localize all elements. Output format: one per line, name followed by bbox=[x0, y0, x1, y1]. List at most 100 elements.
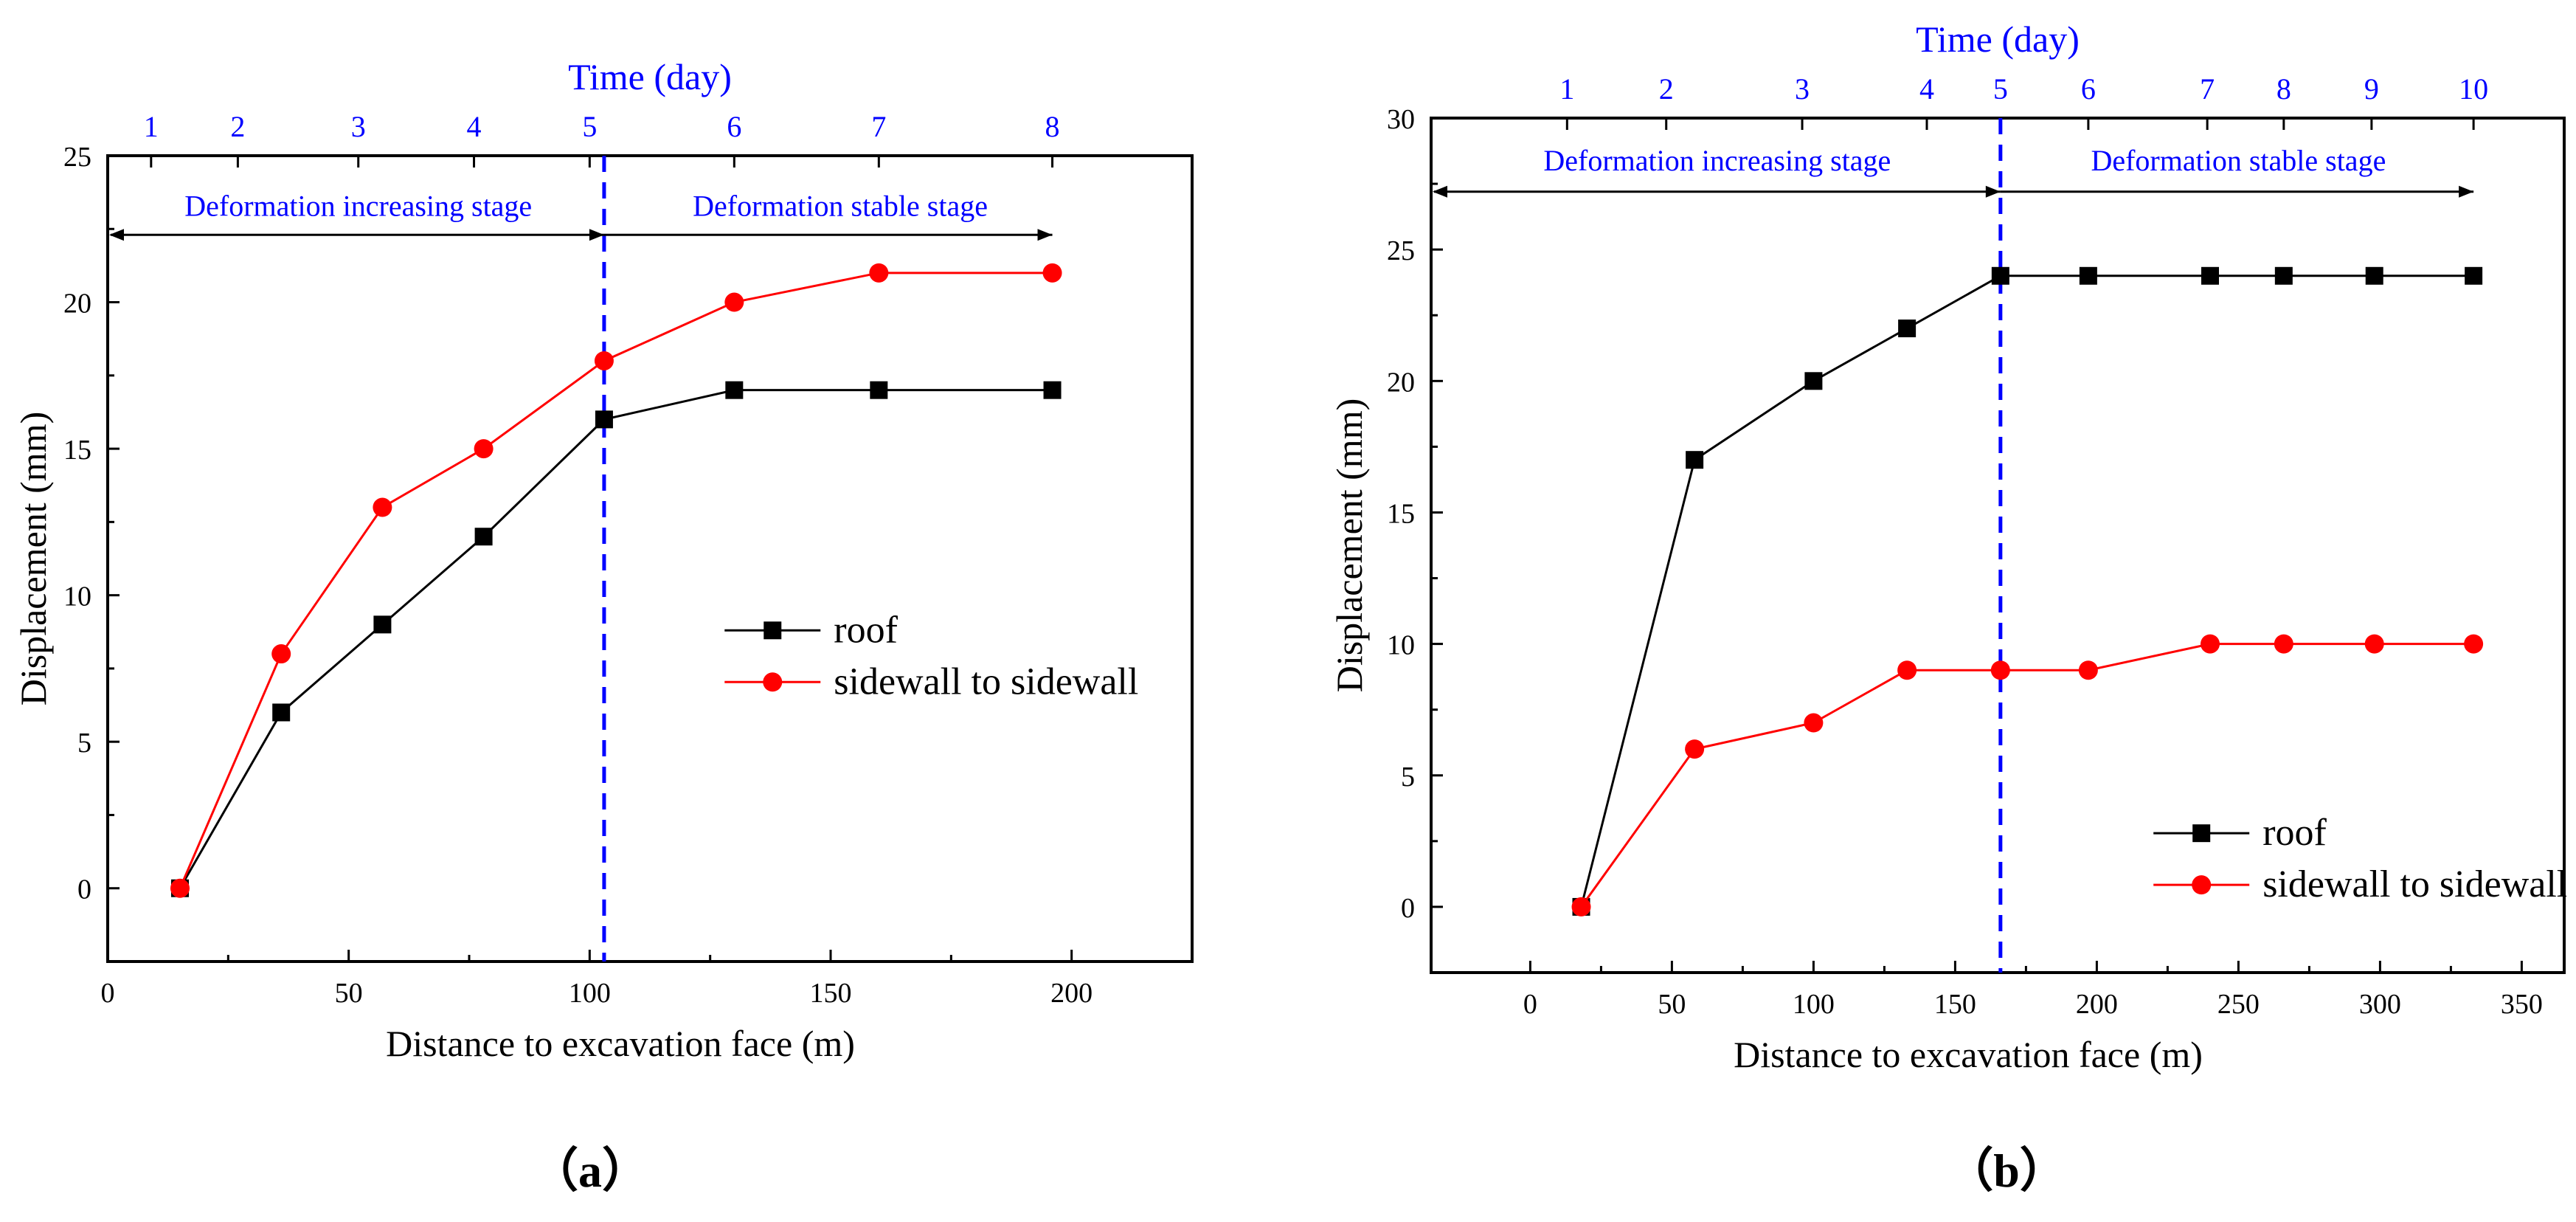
y-tick-label: 0 bbox=[77, 874, 91, 905]
stage-label: Deformation stable stage bbox=[693, 190, 988, 223]
series-line-0 bbox=[1580, 275, 2474, 908]
plot-frame bbox=[1430, 117, 2566, 974]
series-line-1 bbox=[1580, 643, 2474, 908]
top-tick-label: 8 bbox=[1045, 110, 1060, 143]
x-tick-label: 50 bbox=[1658, 989, 1686, 1020]
x-tick-label: 0 bbox=[1523, 989, 1537, 1020]
y-tick-label: 20 bbox=[63, 289, 91, 320]
data-point-roof bbox=[1804, 372, 1823, 390]
stage-arrow-head-right bbox=[2459, 185, 2474, 198]
top-tick-label: 3 bbox=[1795, 72, 1810, 106]
y-axis-title: Displacement (mm) bbox=[1329, 398, 1370, 693]
y-tick-label: 20 bbox=[1387, 367, 1415, 398]
top-tick-label: 4 bbox=[467, 110, 482, 143]
y-tick-label: 5 bbox=[77, 728, 91, 759]
legend-label: sidewall to sidewall bbox=[834, 660, 1138, 703]
x-tick-label: 150 bbox=[1934, 989, 1976, 1020]
stage-arrow-head-mid bbox=[1985, 185, 2001, 198]
data-point-sidewall bbox=[474, 439, 494, 459]
top-tick-label: 2 bbox=[230, 110, 245, 143]
stage-label: Deformation stable stage bbox=[2091, 144, 2386, 177]
x-tick-label: 150 bbox=[810, 978, 852, 1009]
data-point-sidewall bbox=[2078, 660, 2098, 680]
data-point-sidewall bbox=[1571, 897, 1591, 916]
data-point-roof bbox=[2365, 266, 2383, 285]
data-point-sidewall bbox=[869, 263, 889, 283]
chart-panel-b: 0 50 100 150 200 250 300 350 0 5 10 15 20 25 30 1 2 3 4 5 6 7… bbox=[1329, 18, 2567, 1197]
data-point-sidewall bbox=[724, 292, 744, 312]
x-axis-title: Distance to excavation face (m) bbox=[386, 1023, 855, 1064]
data-point-roof bbox=[2465, 266, 2483, 285]
series-line-1 bbox=[179, 272, 1053, 889]
legend-marker-roof bbox=[2192, 824, 2211, 843]
data-point-sidewall bbox=[1685, 739, 1705, 759]
top-tick-label: 1 bbox=[144, 110, 159, 143]
top-tick-label: 5 bbox=[1993, 72, 2008, 106]
data-point-sidewall bbox=[1897, 660, 1917, 680]
data-point-roof bbox=[1991, 266, 2009, 285]
top-tick-label: 9 bbox=[2364, 72, 2379, 106]
x-tick-label: 0 bbox=[101, 978, 115, 1009]
stage-label: Deformation increasing stage bbox=[184, 190, 532, 223]
data-point-roof bbox=[595, 410, 613, 429]
x-tick-label: 250 bbox=[2217, 989, 2260, 1020]
data-point-roof bbox=[1686, 451, 1704, 469]
data-point-roof bbox=[272, 703, 291, 722]
stage-arrow-head-right bbox=[1037, 229, 1053, 241]
data-point-sidewall bbox=[594, 351, 614, 370]
y-tick-label: 15 bbox=[1387, 498, 1415, 529]
data-point-roof bbox=[725, 381, 744, 399]
y-tick-label: 0 bbox=[1401, 893, 1415, 924]
panel-caption: （a） bbox=[531, 1145, 649, 1197]
data-point-sidewall bbox=[271, 644, 291, 664]
top-axis-title: Time (day) bbox=[1916, 18, 2080, 60]
x-tick-label: 300 bbox=[2359, 989, 2401, 1020]
data-point-sidewall bbox=[1042, 263, 1062, 283]
data-point-sidewall bbox=[2201, 634, 2220, 654]
x-tick-label: 200 bbox=[2076, 989, 2118, 1020]
top-tick-label: 8 bbox=[2276, 72, 2291, 106]
x-tick-label: 50 bbox=[335, 978, 363, 1009]
top-tick-label: 5 bbox=[582, 110, 597, 143]
chart-panel-a: 0 50 100 150 200 0 5 10 15 20 25 1 2 3 4 5 6 7 8 Time (day)… bbox=[13, 56, 1194, 1197]
x-tick-label: 100 bbox=[569, 978, 611, 1009]
legend-label: roof bbox=[2262, 812, 2327, 854]
plot-frame bbox=[106, 154, 1194, 963]
stage-arrow-head-mid bbox=[589, 229, 604, 241]
stage-label: Deformation increasing stage bbox=[1543, 144, 1891, 177]
data-point-sidewall bbox=[170, 878, 190, 898]
top-tick-label: 6 bbox=[2081, 72, 2096, 106]
top-tick-label: 3 bbox=[351, 110, 366, 143]
legend-marker-roof bbox=[764, 621, 782, 640]
data-point-roof bbox=[1898, 320, 1917, 338]
series-line-0 bbox=[179, 389, 1053, 889]
data-point-sidewall bbox=[2274, 634, 2293, 654]
x-tick-label: 350 bbox=[2501, 989, 2543, 1020]
panel-caption: （b） bbox=[1946, 1145, 2067, 1197]
data-point-sidewall bbox=[2364, 634, 2384, 654]
x-tick-label: 100 bbox=[1793, 989, 1835, 1020]
data-point-sidewall bbox=[373, 497, 392, 517]
y-tick-label: 15 bbox=[63, 435, 91, 466]
top-tick-label: 1 bbox=[1559, 72, 1574, 106]
legend-label: roof bbox=[834, 609, 898, 651]
top-tick-label: 10 bbox=[2459, 72, 2488, 106]
top-tick-label: 6 bbox=[727, 110, 741, 143]
data-point-roof bbox=[2079, 266, 2097, 285]
data-point-roof bbox=[474, 528, 493, 546]
y-tick-label: 25 bbox=[1387, 235, 1415, 266]
data-point-sidewall bbox=[1804, 713, 1824, 733]
data-point-roof bbox=[1043, 381, 1062, 399]
top-tick-label: 7 bbox=[2200, 72, 2215, 106]
data-point-roof bbox=[2201, 266, 2219, 285]
data-point-sidewall bbox=[1990, 660, 2010, 680]
data-point-roof bbox=[2274, 266, 2293, 285]
x-axis-title: Distance to excavation face (m) bbox=[1734, 1034, 2203, 1075]
y-tick-label: 5 bbox=[1401, 762, 1415, 793]
y-tick-label: 10 bbox=[63, 581, 91, 612]
top-axis-title: Time (day) bbox=[568, 56, 732, 97]
data-point-roof bbox=[373, 615, 392, 634]
stage-arrow-head-left bbox=[109, 229, 124, 241]
